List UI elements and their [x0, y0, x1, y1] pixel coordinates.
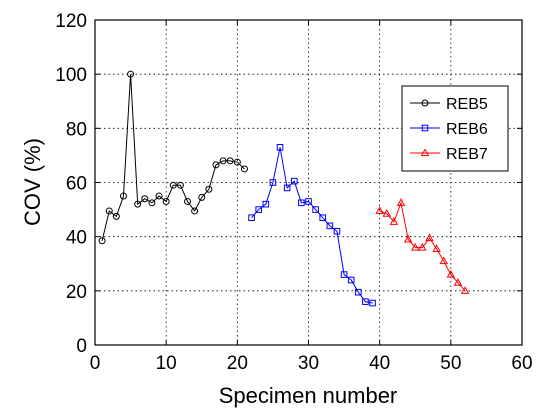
legend-marker-reb5 [421, 99, 429, 107]
legend-item-reb7: REB7 [410, 146, 488, 163]
x-tick-label: 60 [511, 353, 532, 374]
data-point-reb5 [169, 181, 177, 189]
y-tick-label: 20 [66, 282, 87, 303]
x-tick-label: 10 [156, 353, 177, 374]
data-point-reb5 [198, 193, 206, 201]
y-tick-label: 60 [66, 174, 87, 195]
data-point-reb6 [255, 206, 262, 213]
x-tick-label: 50 [440, 353, 461, 374]
legend-marker-reb7 [420, 148, 430, 157]
data-point-reb7 [411, 242, 420, 251]
series-reb5 [98, 70, 248, 245]
data-point-reb5 [233, 158, 241, 166]
data-point-reb7 [418, 242, 427, 251]
x-tick-label: 40 [369, 353, 390, 374]
data-point-reb5 [98, 237, 106, 245]
data-point-reb7 [382, 209, 392, 217]
axis-ticks: 0 10 20 30 40 50 60 0 20 40 60 80 100 120 [55, 11, 532, 374]
data-point-reb5 [119, 192, 127, 200]
data-point-reb7 [446, 269, 456, 278]
data-point-reb6 [347, 276, 355, 284]
data-point-reb7 [425, 233, 434, 242]
y-tick-label: 40 [66, 228, 87, 249]
legend-marker-reb6 [421, 124, 429, 132]
legend-label-reb7: REB7 [446, 146, 488, 163]
data-point-reb5 [240, 165, 248, 173]
data-point-reb5 [176, 181, 184, 189]
data-point-reb5 [155, 192, 163, 200]
data-point-reb5 [226, 157, 234, 165]
data-point-reb6 [262, 200, 270, 208]
legend: REB5 REB6 REB7 [401, 85, 509, 172]
data-point-reb5 [191, 207, 199, 215]
series-reb7 [375, 198, 470, 294]
series-line-reb7 [379, 200, 466, 292]
data-point-reb7 [375, 206, 384, 215]
legend-item-reb5: REB5 [410, 96, 488, 113]
data-point-reb6 [355, 288, 362, 296]
y-tick-label: 0 [76, 336, 87, 357]
data-point-reb7 [396, 198, 406, 206]
data-point-reb6 [319, 214, 327, 222]
series-group [98, 70, 470, 307]
data-point-reb6 [305, 198, 312, 205]
data-point-reb6 [326, 222, 334, 230]
data-point-reb6 [248, 214, 255, 222]
data-point-reb7 [453, 278, 463, 286]
data-point-reb5 [148, 199, 156, 207]
data-point-reb6 [290, 177, 298, 185]
data-point-reb5 [162, 197, 170, 205]
data-point-reb6 [369, 299, 376, 307]
data-point-reb5 [105, 207, 113, 215]
data-point-reb7 [460, 286, 470, 294]
data-point-reb6 [312, 206, 319, 213]
data-point-reb7 [432, 244, 441, 252]
data-point-reb6 [340, 271, 348, 278]
legend-item-reb6: REB6 [410, 121, 488, 138]
data-point-reb5 [205, 185, 213, 193]
data-point-reb6 [269, 179, 277, 186]
x-axis-title: Specimen number [219, 383, 398, 408]
legend-label-reb6: REB6 [446, 121, 488, 138]
data-point-reb5 [141, 195, 149, 203]
x-tick-label: 20 [227, 353, 248, 374]
data-point-reb5 [134, 200, 142, 208]
series-reb6 [248, 143, 376, 307]
x-tick-label: 30 [298, 353, 319, 374]
data-point-reb7 [439, 256, 448, 265]
data-point-reb6 [298, 199, 305, 207]
data-point-reb6 [276, 143, 284, 151]
data-point-reb7 [403, 234, 413, 243]
data-point-reb5 [184, 197, 192, 205]
data-point-reb6 [362, 298, 369, 305]
data-point-reb5 [127, 70, 135, 78]
data-point-reb5 [112, 212, 120, 220]
y-tick-label: 120 [55, 11, 87, 32]
data-point-reb6 [283, 184, 291, 192]
series-line-reb6 [251, 147, 373, 304]
data-point-reb5 [212, 161, 220, 169]
data-point-reb6 [333, 227, 341, 235]
data-point-reb7 [389, 217, 399, 225]
data-point-reb5 [219, 157, 227, 165]
legend-label-reb5: REB5 [446, 96, 488, 113]
x-tick-label: 0 [90, 353, 101, 374]
y-axis-title: COV (%) [20, 138, 45, 226]
y-tick-label: 80 [66, 119, 87, 140]
y-tick-label: 100 [55, 65, 87, 86]
